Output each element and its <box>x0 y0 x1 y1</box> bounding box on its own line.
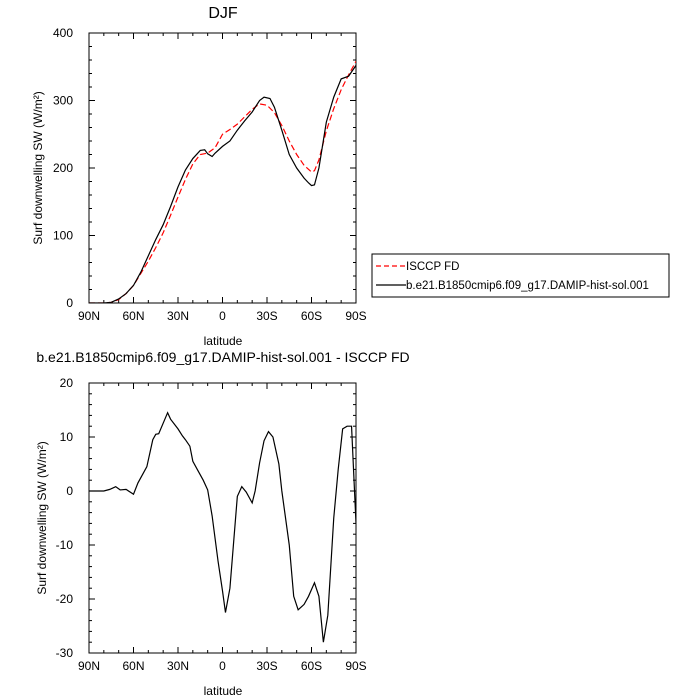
legend-label-isccp: ISCCP FD <box>406 261 459 273</box>
bottom-x-tick-label: 0 <box>219 659 226 673</box>
top-y-axis-label: Surf downwelling SW (W/m²) <box>31 91 45 244</box>
bottom-y-tick-label: 10 <box>60 430 74 444</box>
legend-label-model: b.e21.B1850cmip6.f09_g17.DAMIP-hist-sol.… <box>406 280 649 292</box>
top-series-lines <box>89 61 356 303</box>
top-y-tick-label: 0 <box>66 296 73 310</box>
top-y-tick-label: 200 <box>53 161 73 175</box>
top-series-line-0 <box>89 61 356 303</box>
top-x-tick-label: 0 <box>219 309 226 323</box>
bottom-y-tick-label: 0 <box>66 484 73 498</box>
top-x-tick-label: 30N <box>167 309 189 323</box>
bottom-series-line-0 <box>89 411 356 643</box>
bottom-y-tick-label: -10 <box>56 538 74 552</box>
legend: ISCCP FD b.e21.B1850cmip6.f09_g17.DAMIP-… <box>371 253 670 298</box>
bottom-chart-title: b.e21.B1850cmip6.f09_g17.DAMIP-hist-sol.… <box>36 349 409 365</box>
bottom-x-tick-label: 60S <box>301 659 322 673</box>
bottom-x-tick-label: 30N <box>167 659 189 673</box>
top-x-tick-label: 30S <box>256 309 277 323</box>
top-x-tick-label: 90N <box>78 309 100 323</box>
bottom-plot-frame <box>88 382 357 654</box>
bottom-x-tick-label: 30S <box>256 659 277 673</box>
bottom-y-axis-label: Surf downwelling SW (W/m²) <box>35 441 49 594</box>
bottom-y-tick-label: -20 <box>56 592 74 606</box>
top-x-tick-label: 60S <box>301 309 322 323</box>
top-panel: DJF 90N 60N 30N 0 30S 60S 90S 0 100 200 300 400 lat… <box>31 5 670 348</box>
top-x-axis-label: latitude <box>204 334 243 348</box>
bottom-x-tick-label: 60N <box>122 659 144 673</box>
top-series-line-1 <box>89 65 356 303</box>
top-y-tick-label: 100 <box>53 229 73 243</box>
bottom-y-tick-label: 20 <box>60 376 74 390</box>
bottom-series-lines <box>89 411 356 643</box>
bottom-axis-ticks: 90N 60N 30N 0 30S 60S 90S -30 -20 -10 0 10 20 <box>56 376 367 673</box>
top-x-tick-label: 60N <box>122 309 144 323</box>
top-y-tick-label: 400 <box>53 26 73 40</box>
top-chart-title: DJF <box>208 5 238 22</box>
top-y-tick-label: 300 <box>53 94 73 108</box>
bottom-x-tick-label: 90S <box>345 659 366 673</box>
bottom-y-tick-label: -30 <box>56 646 74 660</box>
top-x-tick-label: 90S <box>345 309 366 323</box>
bottom-panel: b.e21.B1850cmip6.f09_g17.DAMIP-hist-sol.… <box>35 349 410 698</box>
bottom-x-tick-label: 90N <box>78 659 100 673</box>
bottom-x-axis-label: latitude <box>204 684 243 698</box>
legend-box <box>371 253 670 298</box>
top-axis-ticks: 90N 60N 30N 0 30S 60S 90S 0 100 200 300 400 <box>53 26 367 323</box>
